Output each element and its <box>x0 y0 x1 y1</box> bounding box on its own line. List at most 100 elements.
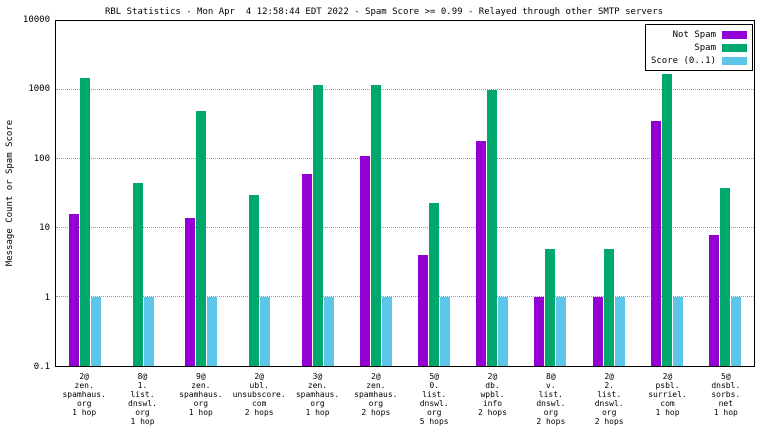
bar-spam <box>487 90 498 366</box>
x-tick-label: 3@ zen. spamhaus. org 1 hop <box>288 372 346 417</box>
x-tick-label-line: dnsbl. <box>711 381 741 390</box>
legend-entry: Score (0..1) <box>651 54 747 67</box>
x-tick-label-line: info <box>482 399 503 408</box>
x-tick-label-line: list. <box>130 390 155 399</box>
x-tick-label-line: org <box>426 408 442 417</box>
x-tick-label-line: 5 hops <box>419 417 449 426</box>
x-tick-label-line: org <box>193 399 209 408</box>
bar-spam <box>719 188 730 366</box>
x-tick-label-line: org <box>368 399 384 408</box>
bar-not-spam <box>592 297 603 366</box>
x-tick-label-line: org <box>543 408 559 417</box>
bar-group <box>231 21 289 366</box>
bar-group <box>347 21 405 366</box>
bar-spam <box>429 203 440 366</box>
y-tick-label: 10 <box>39 223 50 234</box>
x-tick-label-line: unsubscore. <box>232 390 286 399</box>
x-tick-label-line: spamhaus. <box>354 390 398 399</box>
x-tick-label-line: org <box>601 408 617 417</box>
x-tick-label-line: com <box>251 399 267 408</box>
legend-label: Spam <box>694 42 716 53</box>
bar-spam <box>661 74 672 366</box>
bar-spam <box>312 84 323 366</box>
x-tick-label-line: 2 hops <box>244 408 274 417</box>
y-tick-label: 100 <box>33 153 50 164</box>
bar-score-0-1- <box>143 297 154 366</box>
x-tick-label: 5@ 0. list. dnswl. org 5 hops <box>405 372 463 426</box>
y-tick-label: 1 <box>44 292 50 303</box>
bar-not-spam <box>418 255 429 366</box>
legend-label: Score (0..1) <box>650 55 716 66</box>
x-tick-label-line: 1. <box>137 381 148 390</box>
x-tick-label-line: dnswl. <box>128 399 157 408</box>
bar-score-0-1- <box>207 297 218 366</box>
x-tick-label-line: 2@ <box>254 372 264 381</box>
x-tick-label: 8@ 1. list. dnswl. org 1 hop <box>113 372 171 426</box>
x-tick-label-line: db. <box>485 381 500 390</box>
x-tick-label-line: 1 hop <box>305 408 330 417</box>
x-tick-label-line: zen. <box>307 381 328 390</box>
legend: Not Spam Spam Score (0..1) <box>644 24 753 71</box>
x-tick-label-line: sorbs. <box>711 390 741 399</box>
bar-score-0-1- <box>498 297 509 366</box>
x-tick-label-line: 1 hop <box>130 417 155 426</box>
x-tick-label: 5@ dnsbl. sorbs. net 1 hop <box>697 372 755 417</box>
x-tick-label-line: org <box>76 399 92 408</box>
x-tick-label-line: 5@ <box>721 372 731 381</box>
bar-not-spam <box>708 234 719 366</box>
bar-group <box>638 21 696 366</box>
bar-not-spam <box>301 174 312 366</box>
legend-label: Not Spam <box>672 29 716 40</box>
x-tick-label-line: 2 hops <box>478 408 507 417</box>
y-axis-label: Message Count or Spam Score <box>5 119 15 267</box>
x-tick-label-line: list. <box>422 390 447 399</box>
gridline <box>56 296 754 297</box>
x-tick-label-line: 2@ <box>371 372 381 381</box>
bar-not-spam <box>359 156 370 366</box>
x-tick-label-line: dnswl. <box>594 399 624 408</box>
x-tick-label-line: 1 hop <box>188 408 213 417</box>
gridline <box>56 89 754 90</box>
x-tick-label-line: 3@ <box>312 372 323 381</box>
bar-score-0-1- <box>440 297 451 366</box>
bar-spam <box>545 248 556 366</box>
bar-spam <box>370 84 381 366</box>
bar-not-spam <box>650 121 661 366</box>
legend-swatch <box>722 43 747 52</box>
y-tick-label: 1000 <box>28 84 50 95</box>
x-tick-label-line: org <box>135 408 150 417</box>
x-tick-label: 2@ ubl. unsubscore. com 2 hops <box>230 372 288 417</box>
bar-not-spam <box>69 213 80 366</box>
x-tick-label-line: list. <box>597 390 622 399</box>
bar-group <box>289 21 347 366</box>
x-tick-label-line: spamhaus. <box>295 390 340 399</box>
x-tick-label-line: net <box>718 399 734 408</box>
bar-group <box>696 21 754 366</box>
x-tick-label: 2@ db. wpbl. info 2 hops <box>463 372 521 417</box>
x-tick-label-line: spamhaus. <box>62 390 106 399</box>
bar-group <box>463 21 521 366</box>
x-tick-label-line: 2 hops <box>361 408 391 417</box>
bar-not-spam <box>476 141 487 366</box>
bar-spam <box>603 248 614 366</box>
x-tick-label: 8@ v. list. dnswl. org 2 hops <box>522 372 580 426</box>
x-tick-label-line: zen. <box>74 381 94 390</box>
x-tick-label-line: zen. <box>191 381 211 390</box>
x-tick-label-line: 8@ <box>137 372 148 381</box>
x-tick-label-line: list. <box>538 390 563 399</box>
bar-group <box>521 21 579 366</box>
x-tick-label-line: com <box>660 399 675 408</box>
x-tick-label-line: spamhaus. <box>179 390 223 399</box>
x-tick-label-line: psbl. <box>655 381 680 390</box>
bar-spam <box>196 110 207 366</box>
chart-title: RBL Statistics - Mon Apr 4 12:58:44 EDT … <box>104 7 664 17</box>
x-tick-label-line: dnswl. <box>536 399 566 408</box>
x-tick-label-line: wpbl. <box>480 390 505 399</box>
x-tick-label-line: 1 hop <box>72 408 97 417</box>
bar-spam <box>80 77 91 366</box>
bar-score-0-1- <box>672 297 683 366</box>
bar-score-0-1- <box>614 297 625 366</box>
bar-spam <box>249 195 260 366</box>
x-tick-label-line: 2 hops <box>594 417 624 426</box>
legend-entry: Spam <box>651 41 747 54</box>
